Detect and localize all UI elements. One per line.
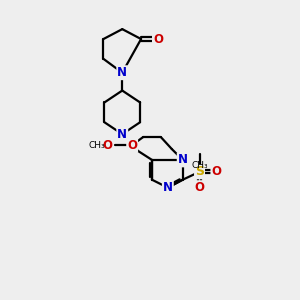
Text: O: O — [127, 139, 137, 152]
Text: S: S — [195, 165, 204, 178]
Text: CH₃: CH₃ — [89, 140, 105, 149]
Text: O: O — [194, 181, 205, 194]
Text: N: N — [178, 153, 188, 167]
Text: N: N — [117, 128, 127, 141]
Text: CH₃: CH₃ — [191, 161, 208, 170]
Text: N: N — [117, 66, 127, 79]
Text: O: O — [102, 139, 112, 152]
Text: O: O — [212, 165, 221, 178]
Text: N: N — [163, 181, 173, 194]
Text: O: O — [153, 32, 163, 46]
